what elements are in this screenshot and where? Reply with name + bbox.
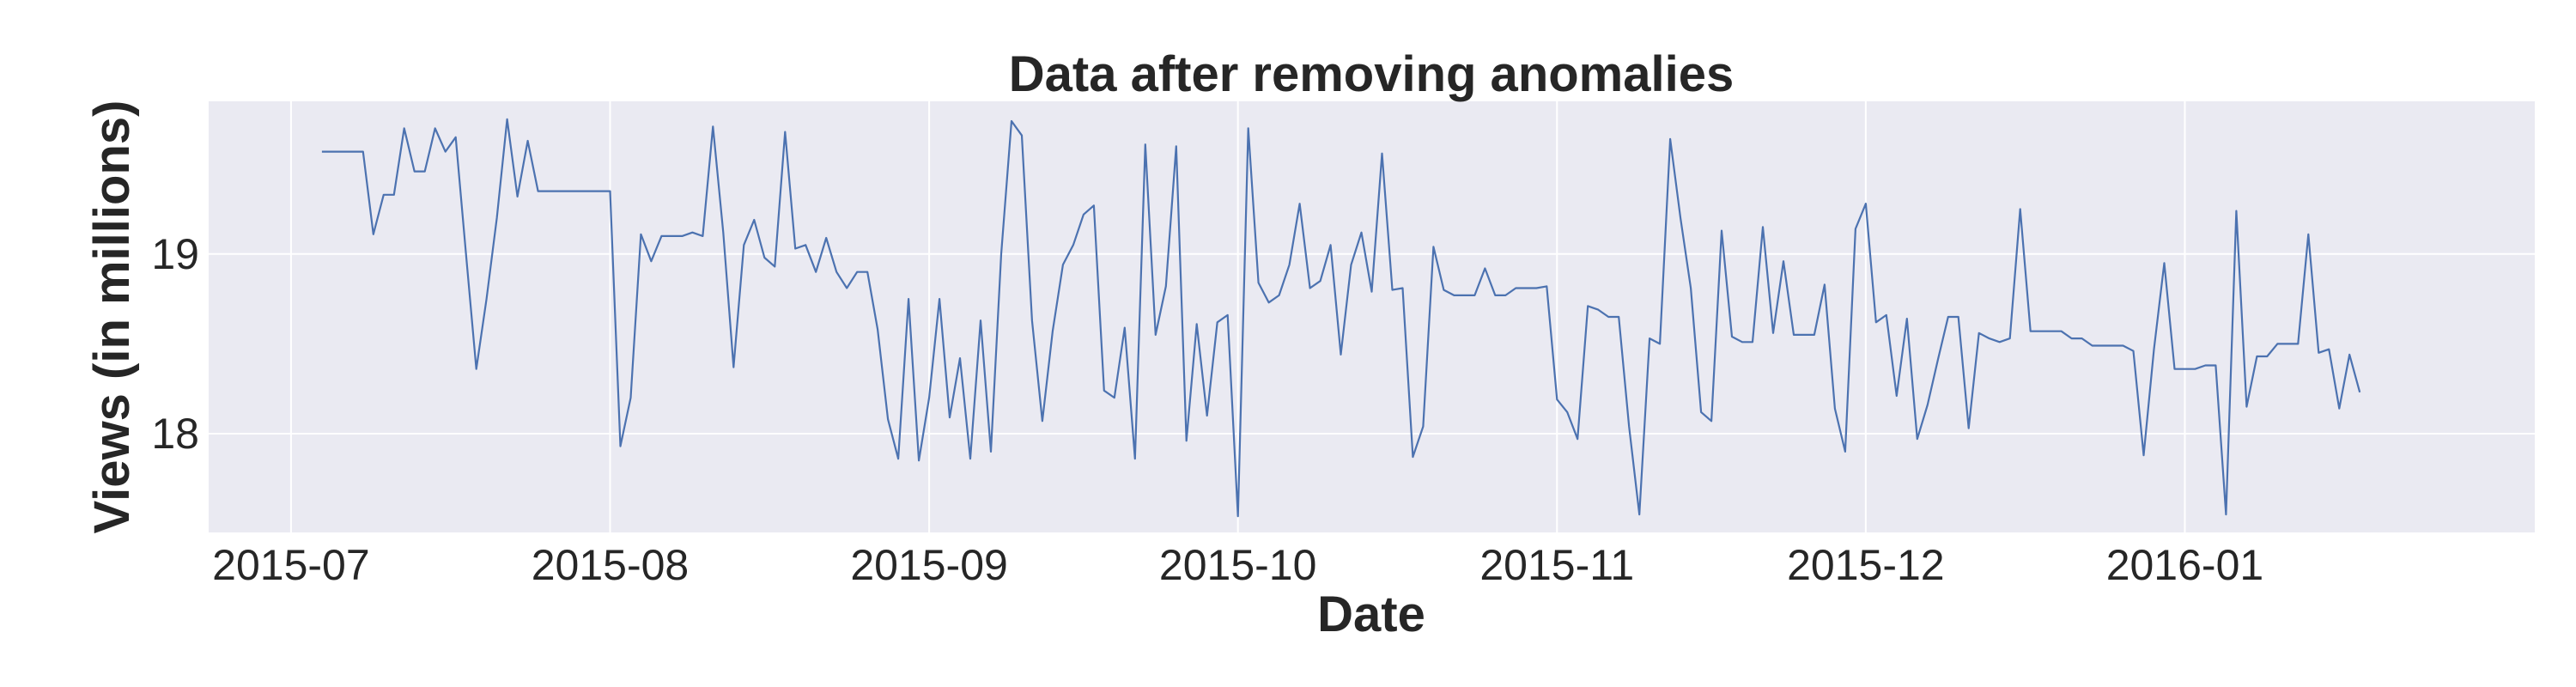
x-tick-label: 2015-07 (212, 541, 370, 589)
y-axis-label: Views (in millions) (84, 100, 140, 534)
y-tick-label: 18 (151, 410, 199, 458)
x-tick-label: 2015-11 (1479, 541, 1634, 589)
grid-lines (209, 101, 2535, 532)
y-tick-label: 19 (151, 230, 199, 278)
plot-background (209, 101, 2535, 532)
x-tick-label: 2015-10 (1159, 541, 1317, 589)
x-axis: 2015-07 2015-08 2015-09 2015-10 2015-11 2015-… (212, 541, 2263, 589)
x-tick-label: 2016-01 (2106, 541, 2264, 589)
x-tick-label: 2015-12 (1787, 541, 1945, 589)
x-axis-label: Date (1317, 587, 1425, 642)
series-line (321, 118, 2361, 518)
x-tick-label: 2015-09 (850, 541, 1008, 589)
x-tick-label: 2015-08 (532, 541, 690, 589)
chart-title: Data after removing anomalies (1009, 46, 1735, 102)
